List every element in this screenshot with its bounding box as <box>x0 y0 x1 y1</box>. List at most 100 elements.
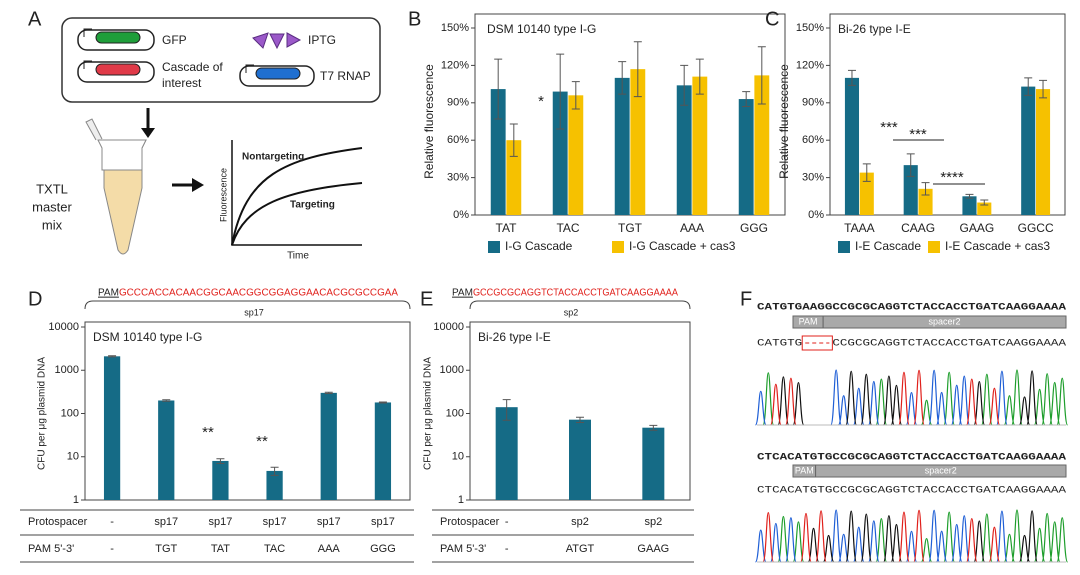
y-tick-label: 10000 <box>48 321 79 333</box>
sequence-spacer: GCCGCGCAGGTCTACCACCTGATCAAGGAAAA <box>473 288 678 299</box>
y-tick-label: 150% <box>796 22 824 34</box>
panel-label: C <box>765 8 779 30</box>
y-tick-label: 30% <box>447 172 469 184</box>
table-cell: TAT <box>211 543 230 555</box>
reference-sequence: CTCACATGTGCCGCGCAGGTCTACCACCTGATCAAGGAAA… <box>757 453 1066 464</box>
read-sequence: CCGCGCAGGTCTACCACCTGATCAAGGAAAA <box>832 339 1066 350</box>
y-tick-label: 10 <box>67 451 79 463</box>
deletion-box <box>801 335 833 351</box>
chart-title: Bi-26 type I-E <box>838 22 911 36</box>
y-tick-label: 100 <box>61 407 79 419</box>
panel-label: E <box>420 288 433 310</box>
error-bar <box>680 64 689 106</box>
y-tick-label: 90% <box>802 97 824 109</box>
plot-frame <box>474 13 786 216</box>
error-bar <box>270 466 279 476</box>
table-cell: sp17 <box>317 516 341 528</box>
chromatogram-trace <box>807 510 1038 563</box>
sequence-spacer: GCCCACCACAACGGCAACGGCGGAGGAACACGCGCCGAA <box>119 288 398 299</box>
table-cell: sp2 <box>571 516 589 528</box>
sequence-bracket <box>84 300 411 310</box>
x-tick-label: GAAG <box>960 221 995 235</box>
plasmid <box>239 65 315 87</box>
sequence-pam: PAM <box>452 288 473 299</box>
chart-title: DSM 10140 type I-G <box>93 330 202 344</box>
error-bar <box>906 153 915 177</box>
arrow-head <box>141 128 155 138</box>
iptg-icon <box>269 33 285 50</box>
tube-lid <box>85 118 103 141</box>
y-tick-label: 60% <box>802 134 824 146</box>
y-tick-label: 30% <box>802 172 824 184</box>
error-bar <box>1039 79 1048 99</box>
x-tick-label: GGG <box>740 221 768 235</box>
bar <box>977 202 992 215</box>
error-bar <box>108 355 117 358</box>
bar <box>103 356 121 500</box>
y-tick-label: 0% <box>453 209 469 221</box>
legend-swatch <box>838 241 850 253</box>
table-cell: sp17 <box>154 516 178 528</box>
sequence-bracket <box>469 300 691 310</box>
bar <box>568 95 584 215</box>
bar <box>754 75 770 215</box>
table-cell: GGG <box>370 543 396 555</box>
spacer-label: spacer2 <box>929 316 961 326</box>
reference-sequence: CATGTGAAGGCCGCGCAGGTCTACCACCTGATCAAGGAAA… <box>757 303 1066 314</box>
y-tick-label: 90% <box>447 97 469 109</box>
significance: *** <box>880 119 898 136</box>
bar <box>1035 89 1051 215</box>
y-tick-label: 120% <box>796 59 824 71</box>
table-cell: sp2 <box>644 516 662 528</box>
sequence-pam: PAM <box>98 288 119 299</box>
table-cell: sp17 <box>263 516 287 528</box>
error-bar <box>980 199 989 206</box>
promoter <box>83 60 92 69</box>
error-bar <box>324 391 333 395</box>
sequence-name: sp2 <box>564 307 579 317</box>
chromatogram-trace <box>777 509 1069 563</box>
x-tick-label: GGCC <box>1018 221 1054 235</box>
chart-panel: C Bi-26 type I-E Relative fluorescence 0% 30… <box>765 8 1066 253</box>
error-bar <box>742 91 751 108</box>
legend-label: I-G Cascade + cas3 <box>629 239 736 253</box>
error-bar <box>571 81 580 110</box>
read-sequence: CTCACATGTGCCGCGCAGGTCTACCACCTGATCAAGGAAA… <box>757 486 1066 497</box>
bar <box>692 76 708 216</box>
plot-frame <box>84 321 411 501</box>
curve-label: Targeting <box>290 200 335 211</box>
promoter <box>83 28 92 37</box>
x-tick-label: TGT <box>618 221 643 235</box>
curve-label: Nontargeting <box>242 152 304 163</box>
x-tick-label: TAT <box>496 221 518 235</box>
error-bar <box>862 163 871 182</box>
y-tick-label: 100 <box>446 407 464 419</box>
bar <box>738 99 754 215</box>
t7-label: T7 RNAP <box>320 69 371 83</box>
bar <box>320 392 337 500</box>
significance: **** <box>940 169 964 186</box>
read-sequence: CATGTG <box>757 339 802 350</box>
panel-f: F CATGTGAAGGCCGCGCAGGTCTACCACCTGATCAAGGAA… <box>740 288 1069 563</box>
chromatogram-trace <box>769 369 1001 426</box>
bar <box>552 91 568 215</box>
axis-label: Time <box>287 251 309 262</box>
spacer-bar <box>815 464 1067 478</box>
y-tick-label: 120% <box>441 59 469 71</box>
bar <box>374 402 392 500</box>
tube-label: TXTL <box>36 181 68 196</box>
x-tick-label: CAAG <box>901 221 935 235</box>
significance: ** <box>202 424 214 441</box>
table-cell: sp17 <box>208 516 232 528</box>
promoter <box>245 64 254 73</box>
error-bar <box>509 123 518 157</box>
table-cell: PAM 5'-3' <box>28 543 74 555</box>
y-tick-label: 10 <box>452 451 464 463</box>
bar <box>495 407 518 500</box>
panel-label: B <box>408 8 421 30</box>
bar <box>158 400 175 500</box>
error-bar <box>757 46 766 105</box>
sequence-name: sp17 <box>244 307 264 317</box>
spacer-bar <box>822 315 1067 329</box>
